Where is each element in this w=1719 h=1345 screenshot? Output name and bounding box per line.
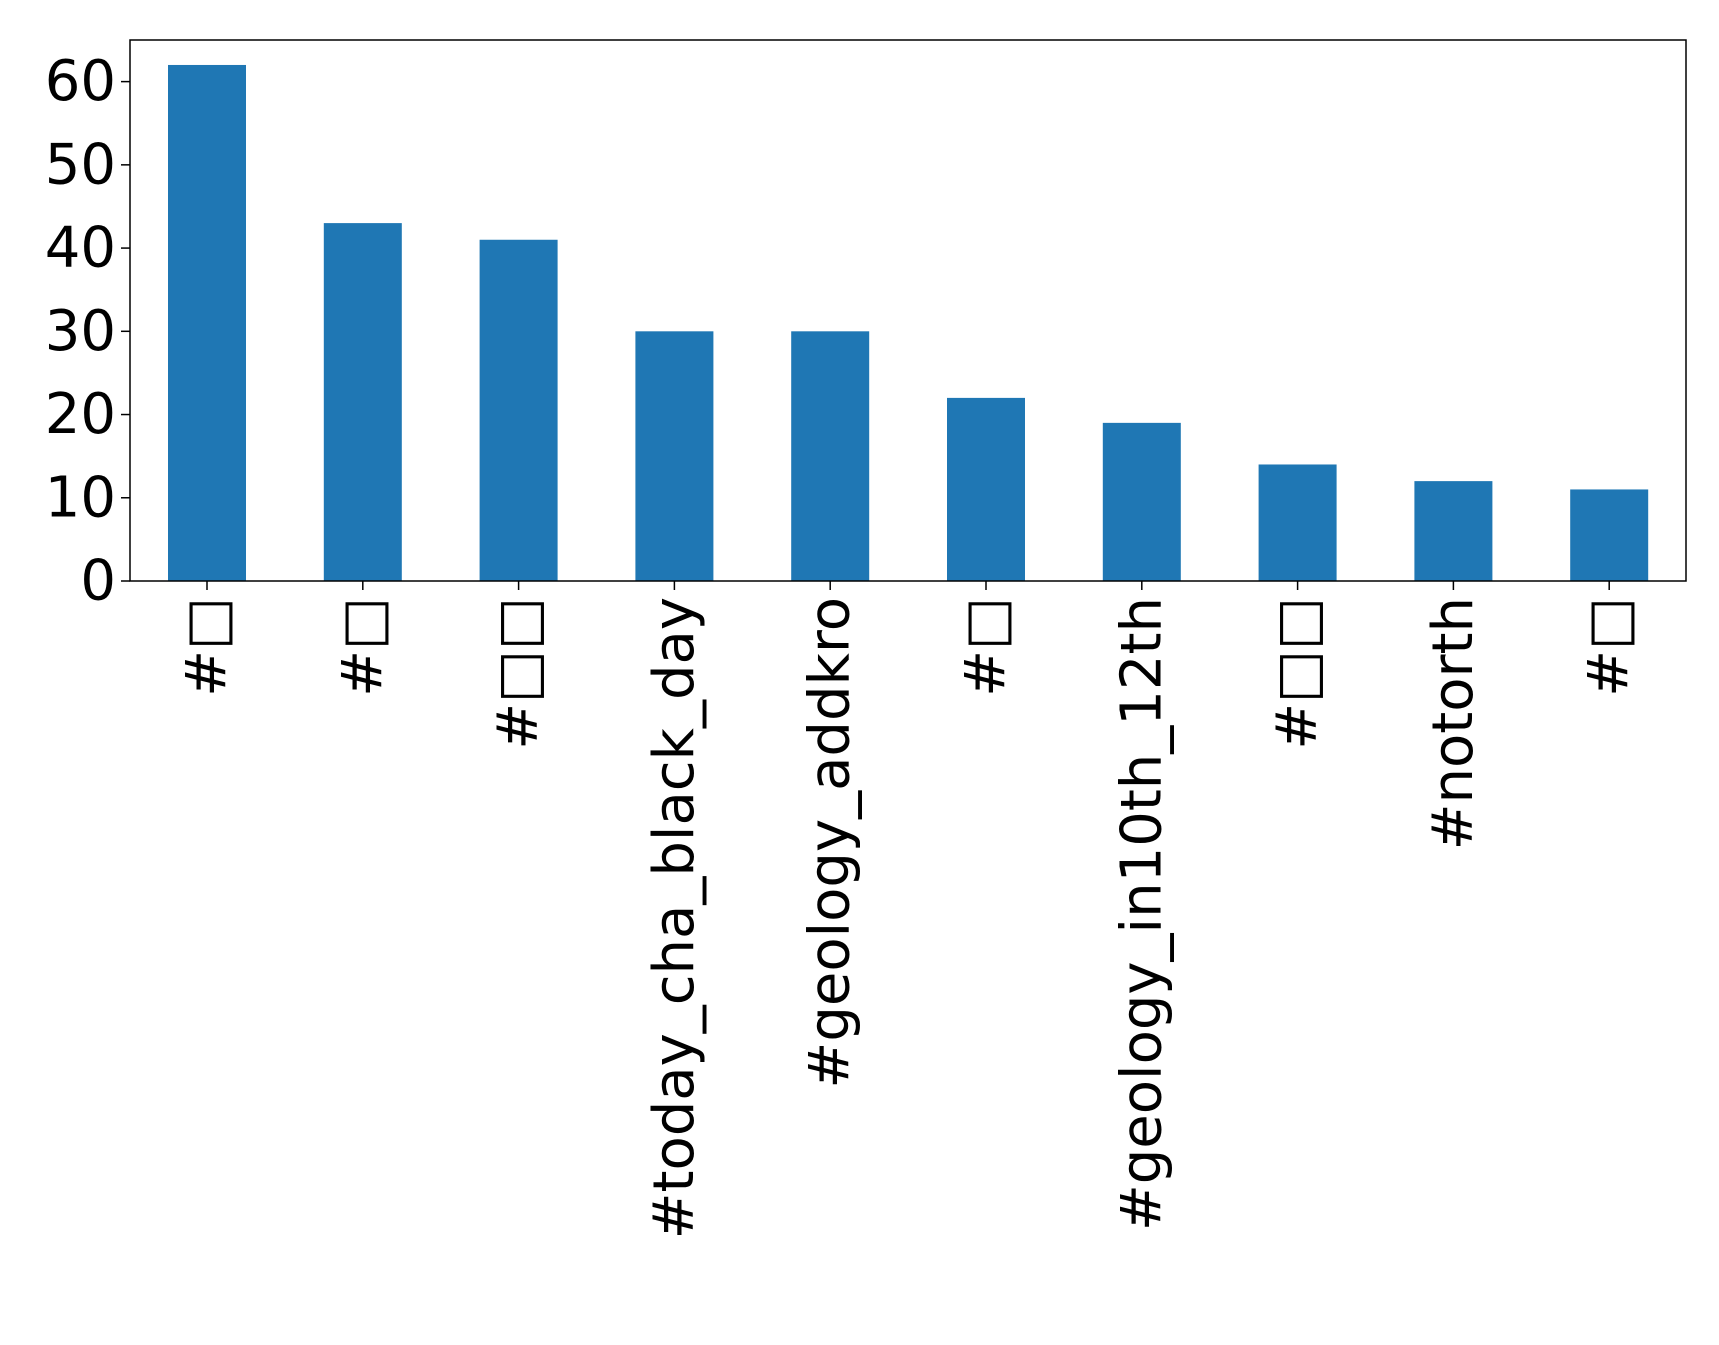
x-tick-label-8: #□□	[1265, 597, 1330, 750]
x-tick-label-7: #geology_in10th_12th	[1109, 597, 1174, 1231]
bar-1	[168, 64, 246, 581]
bar-3	[479, 239, 558, 581]
y-tick-label-10: 10	[45, 465, 116, 530]
x-tick-label-2: #□	[330, 597, 395, 697]
y-tick-label-0: 0	[80, 549, 116, 614]
bar-10	[1570, 489, 1649, 581]
bar-6	[947, 397, 1025, 581]
bar-8	[1258, 464, 1337, 581]
bar-7	[1102, 422, 1181, 581]
x-tick-label-5: #geology_addkro	[798, 597, 863, 1089]
x-tick-label-1: #□	[175, 597, 240, 697]
x-axis: #□ #□ #□□ #today_cha_black_day #geology_addk…	[175, 581, 1642, 1239]
bars-group	[168, 64, 1649, 581]
y-tick-label-60: 60	[45, 49, 116, 114]
bar-5	[791, 331, 870, 581]
y-tick-label-40: 40	[45, 216, 116, 281]
bar-2	[323, 223, 402, 581]
x-tick-label-3: #□□	[486, 597, 551, 750]
bar-9	[1414, 481, 1493, 581]
x-tick-label-4: #today_cha_black_day	[642, 597, 707, 1239]
y-tick-label-30: 30	[45, 299, 116, 364]
y-tick-label-50: 50	[45, 132, 116, 197]
x-tick-label-9: #notorth	[1421, 597, 1486, 850]
x-tick-label-10: #□	[1577, 597, 1642, 697]
plot-frame	[129, 39, 1687, 582]
y-axis: 0 10 20 30 40 50 60	[45, 49, 130, 614]
x-tick-label-6: #□	[954, 597, 1019, 697]
y-tick-label-20: 20	[45, 382, 116, 447]
bar-4	[635, 331, 714, 581]
